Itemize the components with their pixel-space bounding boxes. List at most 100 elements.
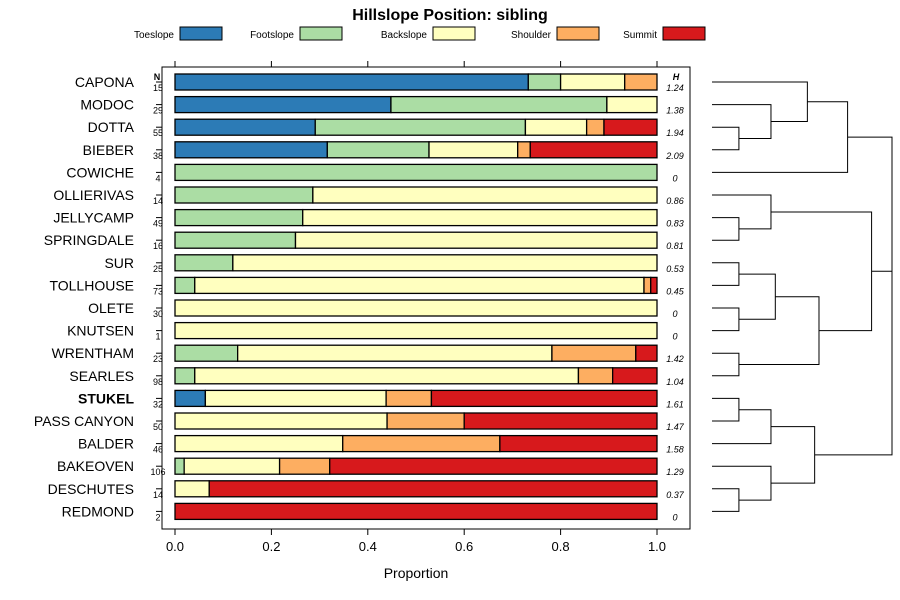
- bar-segment-shoulder: [278, 457, 331, 475]
- row-label: TOLLHOUSE: [49, 277, 134, 293]
- row-n-value: 106: [150, 467, 165, 477]
- legend: Toeslope Footslope Backslope Shoulder Summit: [134, 26, 706, 41]
- bar-segment-toeslope: [174, 73, 529, 91]
- chart-title: Hillslope Position: sibling: [352, 7, 548, 24]
- bar-segment-summit: [603, 118, 658, 136]
- row-n-value: 25: [153, 264, 163, 274]
- row-label: BIEBER: [83, 142, 134, 158]
- bar-segment-footslope: [174, 367, 196, 385]
- dendrogram-branch: [770, 426, 816, 484]
- legend-label-summit: Summit: [623, 30, 657, 41]
- row-h-value: 0.45: [666, 286, 685, 296]
- bar-segment-shoulder: [577, 367, 614, 385]
- bar-segment-shoulder: [386, 412, 465, 430]
- legend-swatch-toeslope: [179, 26, 223, 41]
- x-axis-label: Proportion: [384, 565, 449, 581]
- dendrogram-branch: [712, 101, 849, 173]
- row-label: OLLIERIVAS: [53, 187, 134, 203]
- row-label: PASS CANYON: [34, 413, 134, 429]
- bar-segment-summit: [499, 434, 658, 453]
- dendrogram-branch: [847, 136, 893, 364]
- dendrogram-branch: [712, 126, 740, 151]
- row-h-value: 0: [672, 332, 677, 342]
- row-label: DOTTA: [88, 119, 135, 135]
- dendrogram-branch: [738, 273, 776, 320]
- legend-label-footslope: Footslope: [250, 30, 294, 41]
- bar-segment-shoulder: [551, 344, 637, 362]
- row-label: REDMOND: [62, 503, 134, 519]
- row-label: SPRINGDALE: [44, 232, 134, 248]
- bar-segment-toeslope: [174, 118, 316, 136]
- bar-segment-summit: [635, 344, 658, 362]
- dendrogram-branch: [712, 217, 740, 241]
- row-h-value: 0.81: [666, 241, 684, 251]
- legend-label-shoulder: Shoulder: [511, 30, 552, 41]
- row-n-value: 2: [155, 512, 160, 522]
- bar-segment-footslope: [174, 208, 304, 227]
- row-label: SUR: [104, 255, 134, 271]
- row-n-value: 30: [153, 309, 163, 319]
- row-label: BALDER: [78, 436, 134, 452]
- row-n-value: 14: [153, 490, 163, 500]
- row-n-value: 15: [153, 83, 163, 93]
- row-n-value: 14: [153, 196, 163, 206]
- dendrogram-branch: [770, 211, 873, 332]
- bar-segment-backslope: [183, 457, 281, 475]
- bar-segment-summit: [612, 367, 658, 385]
- bar-segment-toeslope: [174, 95, 392, 114]
- row-n-value: 50: [153, 422, 163, 432]
- bar-segment-backslope: [174, 480, 210, 498]
- bar-segment-footslope: [174, 457, 185, 475]
- row-n-value: 46: [153, 445, 163, 455]
- row-label: BAKEOVEN: [57, 458, 134, 474]
- bar-segment-shoulder: [385, 389, 433, 408]
- row-h-value: 0: [672, 512, 677, 522]
- plot-frame: [161, 66, 691, 530]
- bar-segment-summit: [174, 502, 658, 521]
- x-tick-label: 0.0: [166, 539, 184, 554]
- n-header: N: [154, 72, 161, 82]
- row-h-value: 1.24: [666, 83, 684, 93]
- bar-segment-backslope: [174, 299, 658, 317]
- bar-segment-footslope: [527, 73, 562, 91]
- legend-label-toeslope: Toeslope: [134, 30, 174, 41]
- x-tick-label: 0.8: [552, 539, 570, 554]
- bar-segment-shoulder: [643, 276, 652, 295]
- bar-segment-shoulder: [624, 73, 658, 91]
- x-tick-label: 1.0: [648, 539, 666, 554]
- row-n-value: 1: [155, 332, 160, 342]
- row-h-value: 1.94: [666, 128, 684, 138]
- bar-segment-shoulder: [585, 118, 605, 136]
- bar-segment-backslope: [194, 276, 645, 295]
- dendrogram-branch: [738, 296, 820, 365]
- row-h-value: 0: [672, 309, 677, 319]
- bar-segment-backslope: [294, 231, 658, 249]
- row-label: OLETE: [88, 300, 134, 316]
- dendrogram: [712, 81, 893, 512]
- row-h-value: 1.04: [666, 377, 684, 387]
- row-h-value: 1.42: [666, 354, 684, 364]
- bar-segment-footslope: [174, 186, 314, 204]
- dendrogram-branch: [712, 488, 740, 512]
- row-n-value: 73: [153, 286, 163, 296]
- row-n-value: 49: [153, 219, 163, 229]
- bar-segment-backslope: [524, 118, 588, 136]
- x-tick-label: 0.2: [262, 539, 280, 554]
- bar-segment-backslope: [174, 321, 658, 340]
- row-label: SEARLES: [69, 368, 134, 384]
- bar-segment-backslope: [174, 434, 344, 453]
- row-label: MODOC: [80, 97, 134, 113]
- row-label: CAPONA: [75, 74, 135, 90]
- bar-segment-footslope: [174, 231, 297, 249]
- row-n-value: 4: [155, 173, 160, 183]
- bar-segment-summit: [430, 389, 658, 408]
- bar-segment-backslope: [302, 208, 658, 227]
- bar-segment-backslope: [232, 254, 658, 272]
- bar-segment-footslope: [174, 276, 196, 295]
- dendrogram-branch: [712, 81, 808, 123]
- x-tick-label: 0.4: [359, 539, 377, 554]
- row-h-value: 1.38: [666, 106, 684, 116]
- bar-segment-shoulder: [342, 434, 501, 453]
- h-header: H: [673, 72, 680, 82]
